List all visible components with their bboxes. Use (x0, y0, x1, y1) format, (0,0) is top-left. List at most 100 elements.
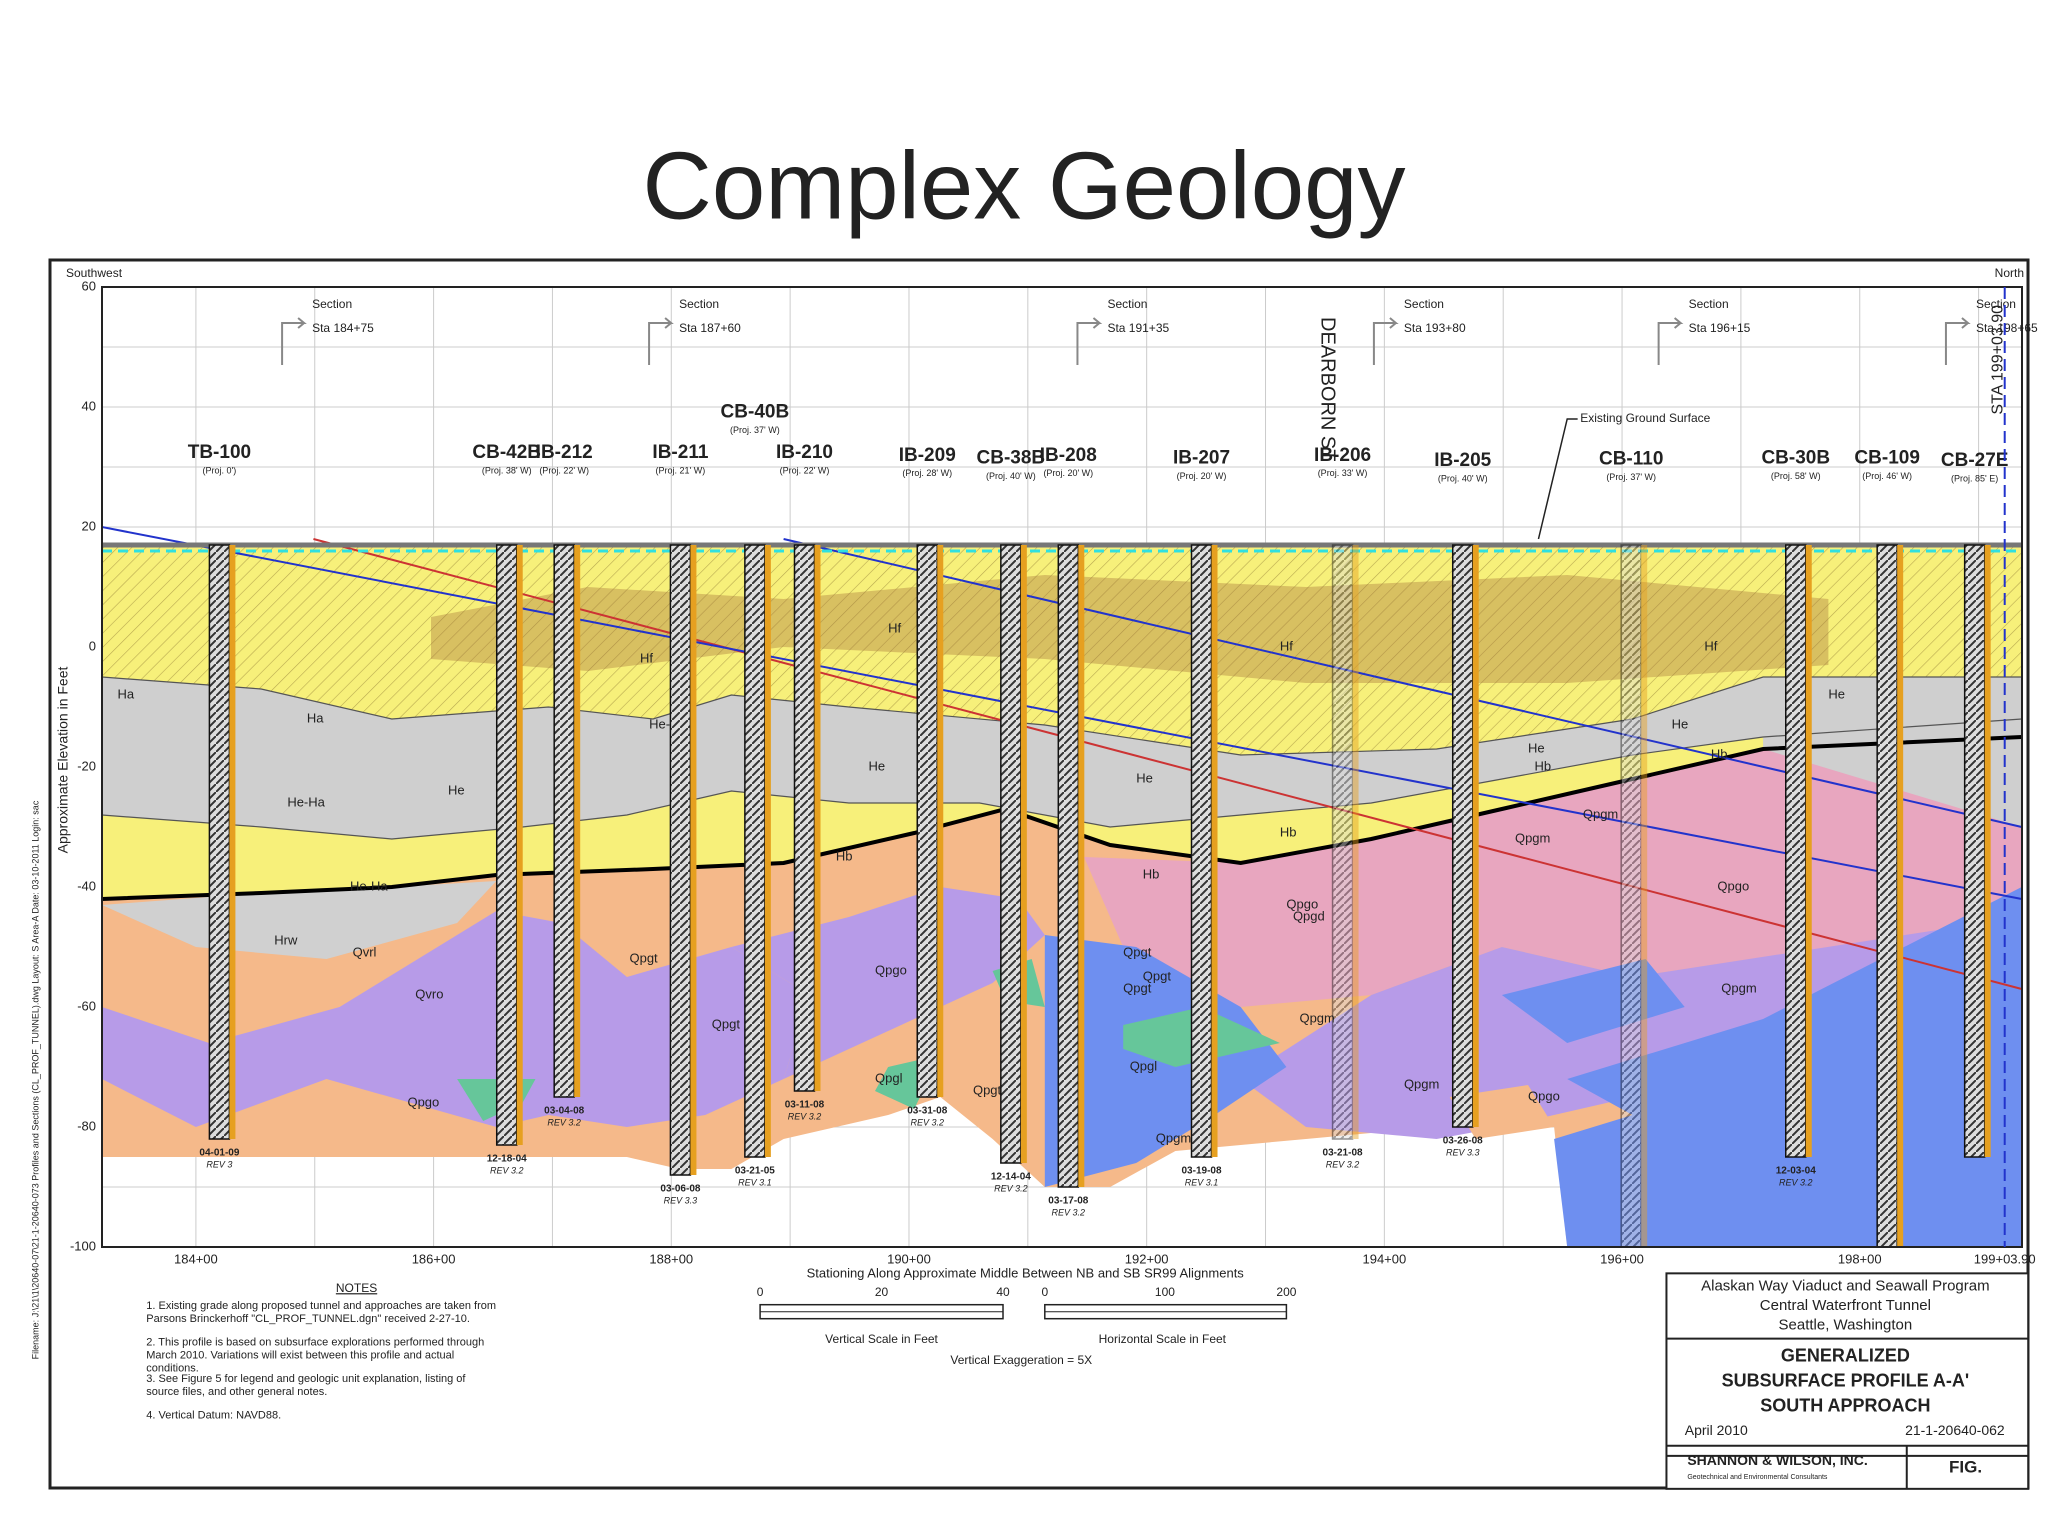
scale-label: Horizontal Scale in Feet (1099, 1332, 1227, 1346)
layer-qpgt (102, 911, 810, 1127)
borehole (1190, 544, 1218, 1158)
borehole-strip (1897, 545, 1904, 1247)
borehole (1451, 544, 1479, 1128)
scale-tick: 200 (1276, 1285, 1296, 1299)
borehole-date: 03-17-08 (1048, 1196, 1088, 1207)
borehole-name: CB-40B (721, 402, 790, 423)
unit-label: Qpgt (1123, 980, 1152, 995)
borehole (793, 544, 821, 1092)
borehole-strip (574, 545, 581, 1097)
contact-line (102, 718, 2022, 840)
borehole-name: IB-206 (1314, 445, 1371, 466)
borehole-date: 03-19-08 (1182, 1166, 1222, 1177)
borehole-projection: (Proj. 40' W) (1438, 473, 1488, 483)
station-tick: 190+00 (887, 1251, 931, 1266)
borehole-rev: REV 3.3 (1446, 1147, 1480, 1157)
section-station: Sta 184+75 (312, 321, 374, 335)
unit-label: Ha (118, 686, 135, 701)
elevation-tick: 0 (89, 638, 96, 653)
station-tick: 192+00 (1125, 1251, 1169, 1266)
filename: Filename: J:\21\1\20640-07\21-1-20640-07… (30, 800, 40, 1359)
borehole-projection: (Proj. 20' W) (1043, 468, 1093, 478)
borehole (669, 544, 697, 1176)
section-label: Section (1689, 297, 1729, 311)
unit-label: Qpgd (1293, 908, 1325, 923)
title-block (1665, 1272, 2030, 1490)
borehole-log (793, 544, 816, 1092)
section-label: Section (1404, 297, 1444, 311)
borehole-date: 03-06-08 (660, 1184, 700, 1195)
borehole-rev: REV 3.1 (1185, 1177, 1219, 1187)
borehole-strip (229, 545, 236, 1139)
borehole-strip (814, 545, 821, 1091)
section-label: Section (679, 297, 719, 311)
street-label: DEARBORN ST (1317, 317, 1339, 461)
unit-label: Hb (1535, 758, 1552, 773)
borehole (1876, 544, 1904, 1247)
elevation-tick: -100 (70, 1238, 96, 1253)
station-tick: 184+00 (174, 1251, 218, 1266)
x-axis-label: Stationing Along Approximate Middle Betw… (807, 1265, 1245, 1280)
notes-title: NOTES (336, 1281, 377, 1295)
borehole-date: 03-21-05 (735, 1166, 775, 1177)
section-station: Sta 196+15 (1689, 321, 1751, 335)
borehole-log (1876, 544, 1898, 1247)
borehole-projection: (Proj. 33' W) (1318, 468, 1368, 478)
borehole-projection: (Proj. 22' W) (539, 466, 589, 476)
layer-hb (102, 719, 2022, 899)
station-tick: 196+00 (1600, 1251, 1644, 1266)
borehole-date: 03-26-08 (1443, 1136, 1483, 1147)
borehole-strip (1211, 545, 1218, 1157)
scale-tick: 0 (757, 1285, 764, 1299)
borehole-strip (1805, 545, 1812, 1157)
borehole-rev: REV 3 (206, 1159, 232, 1169)
corner-label: Southwest (66, 266, 123, 280)
drawing-title: SOUTH APPROACH (1760, 1395, 1930, 1415)
borehole-projection: (Proj. 37' W) (730, 425, 780, 435)
unit-label: Qpgm (1404, 1076, 1439, 1091)
unit-label: Qpgt (712, 1016, 741, 1031)
borehole (1000, 544, 1027, 1164)
section-arrow (281, 317, 307, 365)
borehole-date: 03-11-08 (785, 1100, 825, 1111)
section-station: Sta 187+60 (679, 321, 741, 335)
end-station: STA 199+03.90 (1989, 305, 2006, 415)
borehole-log (1331, 544, 1354, 1140)
layer-hf-fill (431, 575, 1829, 683)
borehole-projection: (Proj. 37' W) (1606, 472, 1656, 482)
note: 1. Existing grade along proposed tunnel … (146, 1300, 496, 1325)
unit-label: He (1828, 686, 1845, 701)
borehole (744, 544, 771, 1158)
unit-label: He-Ha (350, 878, 388, 893)
borehole-rev: REV 3.2 (910, 1117, 944, 1127)
borehole-log (1963, 544, 1986, 1158)
borehole-strip (516, 545, 523, 1145)
scale-tick: 20 (875, 1285, 889, 1299)
unit-label: Qpgt (1123, 944, 1152, 959)
borehole-rev: REV 3.1 (738, 1177, 772, 1187)
unit-label: Qpgt (973, 1082, 1002, 1097)
project-line: Alaskan Way Viaduct and Seawall Program (1701, 1277, 1989, 1294)
unit-label: Qpgo (1528, 1088, 1560, 1103)
section-arrow (1076, 317, 1103, 365)
borehole-strip (1472, 545, 1479, 1127)
drawing-date: April 2010 (1685, 1422, 1748, 1438)
unit-label: Qvro (415, 986, 443, 1001)
borehole-date: 04-01-09 (199, 1148, 239, 1159)
unit-label: Hb (836, 848, 853, 863)
station-tick: 194+00 (1362, 1251, 1406, 1266)
borehole-rev: REV 3.2 (1052, 1207, 1086, 1217)
borehole-name: IB-205 (1434, 450, 1491, 471)
borehole (1785, 544, 1812, 1158)
borehole-log (669, 544, 692, 1176)
borehole-log (553, 544, 575, 1098)
unit-label: He (1136, 770, 1153, 785)
borehole-name: CB-42B (472, 442, 541, 463)
section-arrow (1372, 317, 1399, 365)
ground-label: Existing Ground Surface (1580, 411, 1710, 425)
borehole-log (916, 544, 939, 1098)
elevation-tick: 40 (82, 398, 96, 413)
unit-label: Qpgo (1717, 878, 1749, 893)
